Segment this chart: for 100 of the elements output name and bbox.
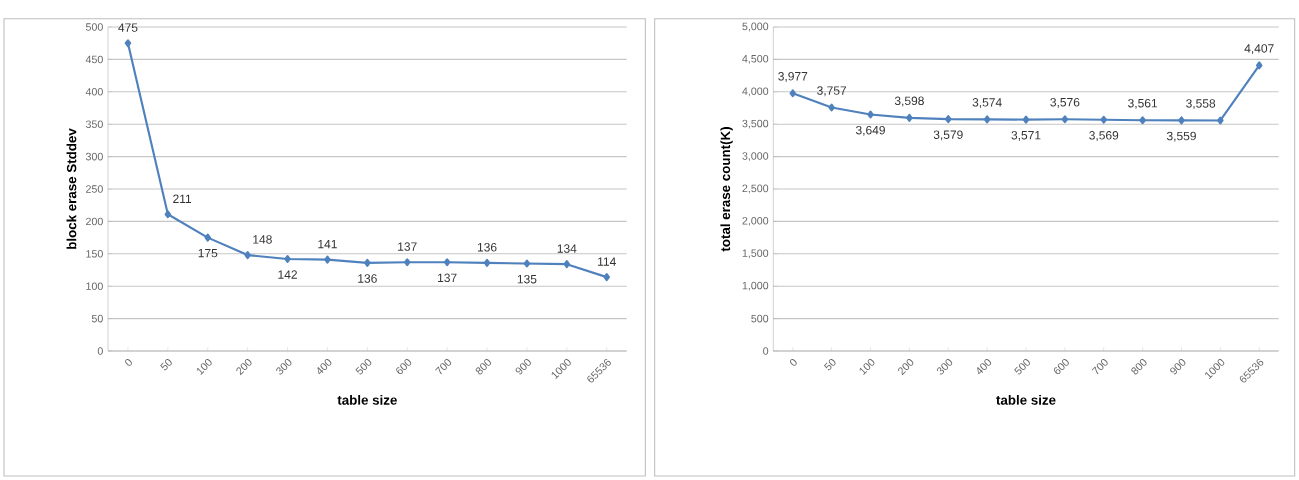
y-tick-label: 0: [97, 347, 103, 355]
y-tick-label: 2,500: [742, 184, 769, 194]
point: [944, 115, 952, 124]
point: [1139, 116, 1146, 125]
x-tick-label: 50: [160, 359, 172, 371]
x-tick-label: 50: [823, 359, 836, 371]
data-label: 3,558: [1186, 99, 1216, 110]
point: [164, 210, 172, 219]
data-label: 4,407: [1244, 44, 1274, 55]
x-tick-label: 800: [1131, 359, 1147, 375]
y-tick-label: 300: [85, 152, 103, 161]
point: [244, 251, 251, 260]
x-tick-label: 100: [196, 359, 212, 375]
data-label: 148: [253, 235, 272, 244]
x-tick-label: 400: [317, 359, 332, 375]
data-label: 141: [318, 240, 337, 249]
y-tick-label: 3,000: [742, 152, 769, 162]
data-label: 475: [118, 23, 138, 32]
data-label: 137: [398, 242, 417, 251]
data-label: 3,598: [894, 96, 924, 107]
data-label: 114: [598, 257, 616, 266]
data-label: 3,579: [933, 130, 963, 141]
point: [1217, 116, 1224, 125]
data-label: 175: [198, 248, 218, 258]
x-tick-label: 0: [789, 359, 797, 366]
data-label: 135: [517, 274, 537, 284]
point: [364, 258, 371, 267]
y-tick-label: 1,500: [742, 249, 769, 259]
point: [603, 273, 610, 282]
data-label: 3,561: [1128, 98, 1158, 109]
y-tick-label: 450: [85, 55, 103, 64]
data-label: 3,757: [817, 86, 847, 97]
data-label: 134: [557, 244, 577, 253]
point: [1022, 115, 1030, 124]
x-tick-label: 900: [1170, 359, 1186, 375]
y-tick-label: 350: [85, 120, 103, 128]
x-tick-label: 200: [236, 359, 252, 376]
y-tick-label: 500: [85, 23, 103, 31]
y-tick-label: 50: [91, 314, 103, 323]
point: [204, 233, 212, 242]
data-label: 137: [438, 273, 457, 283]
x-tick-label: 500: [1014, 359, 1030, 375]
data-label: 3,569: [1089, 131, 1119, 142]
x-tick-label: 0: [125, 359, 132, 366]
x-tick-label: 100: [859, 359, 875, 375]
data-label: 136: [477, 242, 497, 252]
point: [483, 258, 491, 267]
x-tick-label: 300: [276, 359, 292, 375]
y-tick-label: 400: [85, 88, 103, 96]
data-label: 3,576: [1050, 97, 1080, 108]
y-tick-label: 200: [86, 217, 103, 226]
x-tick-label: 800: [475, 359, 491, 375]
point: [443, 258, 451, 267]
y-tick-label: 0: [763, 347, 769, 355]
point: [1100, 115, 1108, 124]
x-tick-label: 700: [435, 359, 452, 375]
x-tick-label: 300: [936, 359, 953, 375]
y-tick-label: 100: [86, 282, 103, 290]
point: [403, 258, 411, 267]
point: [1255, 61, 1263, 70]
point: [867, 110, 874, 119]
data-label: 3,977: [778, 72, 808, 82]
y-tick-label: 500: [751, 314, 769, 323]
data-label: 3,571: [1011, 130, 1041, 141]
x-tick-label: 400: [977, 359, 992, 375]
y-tick-label: 2,000: [742, 217, 769, 226]
point: [906, 113, 913, 122]
point: [1178, 116, 1185, 125]
data-label: 3,649: [855, 125, 885, 136]
data-label: 142: [278, 270, 297, 279]
data-label: 3,574: [972, 98, 1002, 109]
y-tick-label: 3,500: [742, 119, 769, 129]
data-label: 3,559: [1166, 131, 1196, 142]
x-tick-label: 200: [898, 359, 914, 376]
y-tick-label: 150: [86, 250, 103, 258]
y-tick-label: 1,000: [742, 281, 769, 291]
point: [983, 115, 991, 124]
y-tick-label: 4,000: [742, 87, 769, 97]
x-tick-label: 600: [396, 359, 412, 375]
point: [563, 260, 571, 269]
point: [828, 103, 835, 112]
data-label: 211: [173, 194, 192, 203]
x-tick-label: 500: [355, 359, 372, 375]
point: [1061, 115, 1069, 124]
x-axis-title: table size: [996, 394, 1056, 405]
y-tick-label: 250: [86, 185, 103, 193]
point: [124, 39, 132, 48]
y-tick-label: 5,000: [742, 22, 769, 32]
point: [284, 254, 291, 263]
y-axis-title: block erase Stddev: [66, 128, 77, 249]
point: [523, 259, 531, 268]
y-axis-title: total erase count(K): [720, 127, 733, 252]
point: [324, 255, 331, 264]
x-tick-label: 900: [515, 359, 531, 375]
x-tick-label: 600: [1053, 359, 1069, 375]
y-tick-label: 4,500: [742, 55, 769, 64]
x-axis-title: table size: [337, 394, 397, 405]
point: [789, 89, 797, 98]
x-tick-label: 700: [1091, 359, 1108, 375]
data-label: 136: [358, 274, 377, 283]
